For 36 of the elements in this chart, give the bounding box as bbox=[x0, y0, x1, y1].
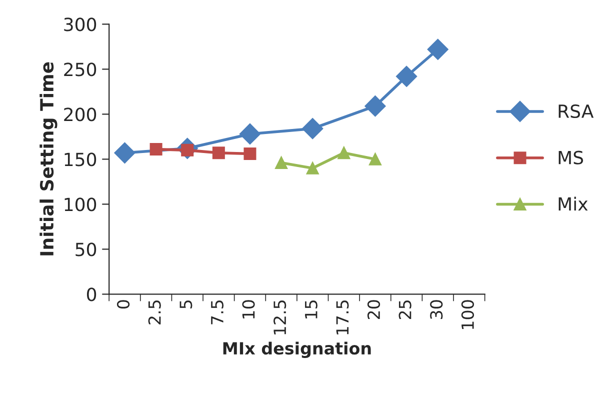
point bbox=[338, 146, 350, 160]
y-tick-label: 300 bbox=[64, 18, 96, 32]
y-tick-label: 250 bbox=[64, 62, 96, 76]
x-tick-label: 15 bbox=[305, 300, 318, 318]
point bbox=[396, 66, 418, 87]
y-tick-label: 200 bbox=[64, 108, 96, 122]
point bbox=[275, 156, 288, 170]
y-tick-label: 50 bbox=[76, 242, 96, 256]
point bbox=[368, 152, 382, 166]
x-tick-label: 10 bbox=[242, 300, 255, 318]
point bbox=[302, 118, 324, 140]
x-tick-label: 0 bbox=[116, 300, 130, 309]
legend-label: Mix bbox=[558, 196, 588, 211]
point bbox=[427, 38, 448, 60]
x-tick-label: 30 bbox=[430, 300, 443, 319]
x-tick-label: 20 bbox=[367, 300, 380, 320]
point bbox=[150, 143, 162, 156]
point bbox=[114, 142, 136, 164]
y-tick-label: 150 bbox=[64, 152, 96, 166]
x-tick-label: 2.5 bbox=[148, 300, 161, 324]
x-tick-label: 7.5 bbox=[211, 300, 224, 324]
x-tick-label: 100 bbox=[461, 300, 474, 330]
y-tick-label: 100 bbox=[64, 198, 96, 212]
legend-label: MS bbox=[558, 150, 584, 164]
y-axis-title: Initial Setting Time bbox=[40, 62, 58, 256]
x-tick-label: 25 bbox=[398, 300, 412, 320]
legend-label: RSA bbox=[558, 104, 594, 118]
point bbox=[212, 146, 225, 160]
x-tick-label: 17.5 bbox=[336, 300, 349, 334]
x-tick-label: 5 bbox=[180, 300, 192, 308]
point bbox=[364, 96, 386, 117]
x-tick-label: 12.5 bbox=[274, 300, 286, 334]
point bbox=[239, 123, 260, 144]
x-axis-title: MIx designation bbox=[223, 342, 371, 358]
point bbox=[306, 162, 319, 174]
point bbox=[244, 148, 256, 160]
